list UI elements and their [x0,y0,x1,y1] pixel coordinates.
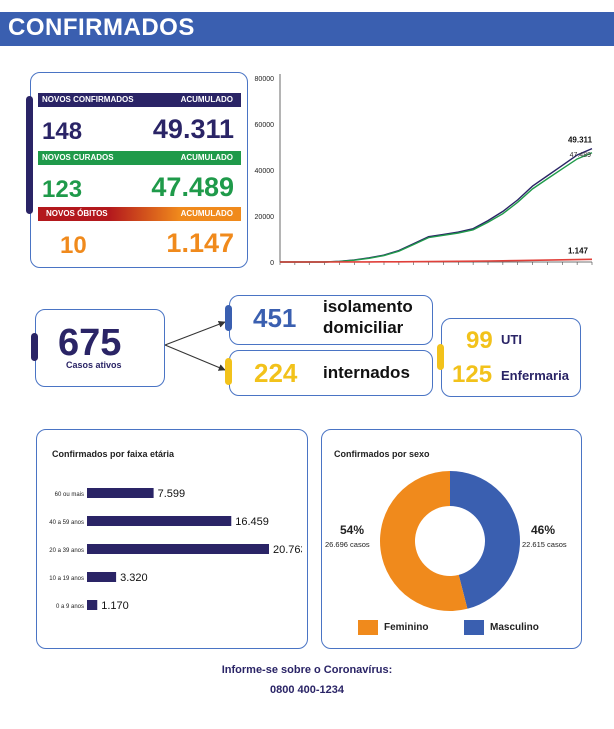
obitos-new: 10 [60,232,87,259]
legend-feminino-swatch [358,620,378,635]
age-chart-card [36,429,308,649]
isolamento-label-1: isolamento [323,297,413,316]
curados-new: 123 [42,176,83,203]
header-bar [0,12,614,46]
bar [87,544,269,554]
curados-total: 47.489 [151,172,234,202]
uti-label: UTI [501,332,522,347]
bar [87,488,154,498]
uti-number: 99 [466,327,493,354]
isolamento-card [229,295,433,345]
category-label: 60 ou mais [55,492,84,498]
category-label: 20 a 39 anos [49,548,84,554]
internados-label: internados [323,363,410,382]
internados-number: 224 [254,358,298,388]
footer-info: Informe-se sobre o Coronavírus: [221,664,393,676]
hospital-card [441,318,581,397]
y-tick-label: 80000 [255,76,275,83]
enfermaria-number: 125 [452,361,493,388]
data-label: 20.763 [273,544,302,556]
series-line-bitos [280,258,593,263]
bar [87,600,98,610]
footer-phone[interactable]: 0800 400-1234 [269,684,344,696]
legend-masculino-swatch [464,620,484,635]
end-label-obitos: 1.147 [568,246,589,255]
legend-feminino-label: Feminino [384,622,429,633]
legend-masculino-label: Masculino [490,622,539,633]
data-label: 1.170 [101,600,129,612]
active-number: 675 [58,322,122,364]
internados-card [229,350,433,396]
end-label-curados: 47.489 [570,152,592,159]
masculino-percent: 46% [531,523,556,537]
y-tick-label: 20000 [255,214,275,221]
category-label: 10 a 19 anos [49,576,84,582]
isolamento-number: 451 [253,303,297,333]
sex-chart-card [321,429,582,649]
y-tick-label: 60000 [255,122,275,129]
obitos-total: 1.147 [166,228,234,258]
y-tick-label: 0 [270,260,274,267]
curados-strip: NOVOS CURADOS ACUMULADO [38,151,241,165]
sex-donut-chart [380,471,520,611]
data-label: 7.599 [158,488,186,500]
age-chart-title: Confirmados por faixa etária [52,449,175,459]
cumulative-line-chart: 0 20000 40000 60000 80000 49.311 47.489 1.147 [255,74,593,267]
data-label: 3.320 [120,572,148,584]
confirmados-strip: NOVOS CONFIRMADOS ACUMULADO [38,93,241,107]
category-label: 40 a 59 anos [49,520,84,526]
category-label: 0 a 9 anos [56,604,84,610]
series-line-curados [280,152,593,263]
slice-feminino [380,471,468,611]
series-line-confirmados [280,147,593,263]
split-arrows [164,320,226,371]
feminino-count: 26.696 casos [325,540,370,549]
data-label: 16.459 [235,516,269,528]
active-accent-bar [31,333,38,361]
feminino-percent: 54% [340,523,365,537]
isolamento-accent-bar [225,305,232,331]
confirmados-total: 49.311 [152,114,234,144]
internados-accent-bar [225,358,232,385]
summary-accent-bar [26,96,33,214]
sex-chart-title: Confirmados por sexo [334,449,430,459]
bar [87,572,117,582]
slice-masculino [450,471,520,609]
enfermaria-label: Enfermaria [501,368,569,383]
hospital-accent-bar [437,344,444,370]
isolamento-label-2: domiciliar [323,318,404,337]
end-label-confirmados: 49.311 [568,136,593,145]
bar [87,516,232,526]
age-bar-chart: 60 ou mais 7.599 40 a 59 anos 16.459 20 a 39… [49,488,302,612]
active-label: Casos ativos [66,360,122,370]
confirmados-new: 148 [42,118,83,145]
masculino-count: 22.615 casos [522,540,567,549]
page-title: CONFIRMADOS [8,14,195,41]
obitos-strip: NOVOS ÓBITOS ACUMULADO [38,207,241,221]
y-tick-label: 40000 [255,168,275,175]
